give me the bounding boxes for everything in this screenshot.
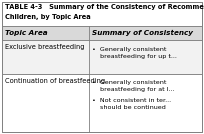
Bar [2,40,202,74]
Bar [2,26,202,40]
Bar [2,2,202,26]
Text: Summary of Consistency: Summary of Consistency [92,30,193,36]
Text: Continuation of breastfeeding: Continuation of breastfeeding [5,78,105,84]
Text: •  Generally consistent
    breastfeeding for up t...: • Generally consistent breastfeeding for… [92,47,177,59]
Text: •  Generally consistent
    breastfeeding for at l...: • Generally consistent breastfeeding for… [92,80,174,92]
Text: Exclusive breastfeeding: Exclusive breastfeeding [5,44,84,50]
Text: TABLE 4-3   Summary of the Consistency of Recommendati: TABLE 4-3 Summary of the Consistency of … [5,5,204,10]
Text: •  Not consistent in ter...
    should be continued: • Not consistent in ter... should be con… [92,98,171,110]
Text: Topic Area: Topic Area [5,30,48,36]
Text: Children, by Topic Area: Children, by Topic Area [5,14,91,20]
Bar [2,74,202,132]
